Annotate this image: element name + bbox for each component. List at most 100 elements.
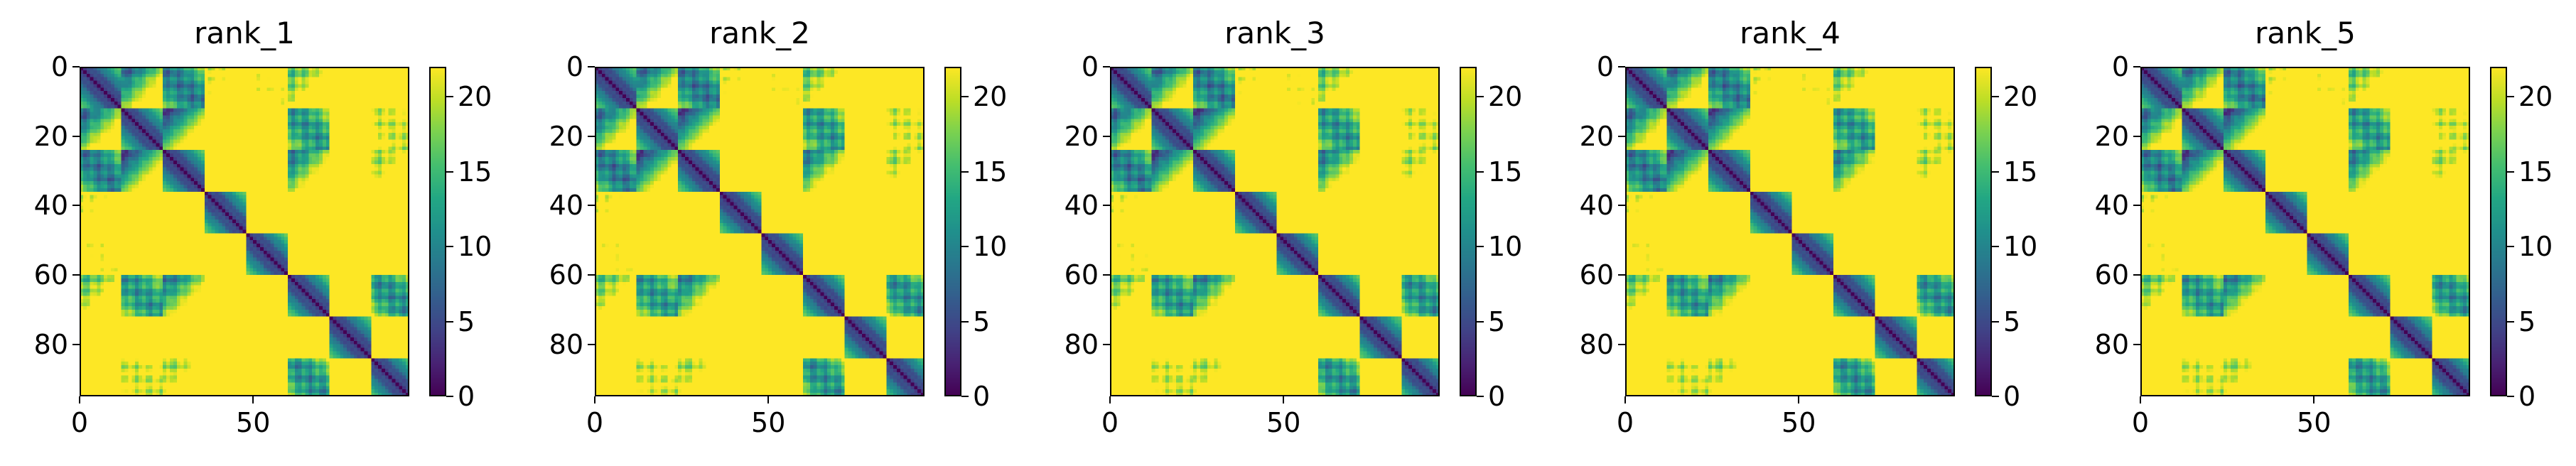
colorbar-frame: [1460, 67, 1477, 396]
heatmap-panel-5: rank_5 0 20 40 60 80 0 50 0 5 10 15 20: [2061, 0, 2576, 466]
colorbar: [429, 67, 446, 396]
y-tick-label: 80: [1064, 328, 1099, 360]
colorbar-tick-label: 20: [458, 81, 492, 113]
y-tick-label: 0: [566, 51, 583, 82]
x-tick-label: 50: [1266, 407, 1301, 438]
panel-title: rank_1: [194, 16, 295, 50]
y-tick: [588, 205, 595, 207]
x-tick: [2140, 396, 2141, 403]
colorbar-tick-label: 5: [973, 305, 991, 337]
x-tick-label: 0: [1101, 407, 1119, 438]
colorbar-tick-label: 0: [973, 381, 991, 412]
y-tick: [72, 135, 80, 137]
y-tick: [1618, 135, 1625, 137]
y-tick: [1103, 343, 1110, 345]
colorbar-tick: [961, 96, 969, 98]
colorbar-tick-label: 10: [1488, 231, 1523, 263]
y-tick: [1103, 274, 1110, 276]
x-tick: [767, 396, 770, 403]
y-tick-label: 0: [50, 51, 68, 82]
colorbar: [2490, 67, 2507, 396]
colorbar-tick: [2507, 396, 2514, 397]
colorbar-tick: [961, 246, 969, 248]
colorbar-tick-label: 15: [458, 156, 492, 188]
heatmap-image: [2140, 67, 2470, 396]
colorbar-tick: [446, 396, 453, 397]
colorbar-tick-label: 5: [1488, 305, 1506, 337]
colorbar-tick: [1477, 170, 1484, 173]
x-tick: [1624, 396, 1626, 403]
axes-frame: [2140, 67, 2470, 396]
y-tick: [1618, 274, 1625, 276]
y-tick-label: 40: [549, 190, 583, 222]
colorbar-tick-label: 5: [2003, 305, 2021, 337]
colorbar-tick: [961, 170, 969, 173]
colorbar-tick: [446, 246, 453, 248]
colorbar-tick: [2507, 320, 2514, 323]
heatmap-image: [1110, 67, 1440, 396]
colorbar-tick: [1992, 170, 1999, 173]
colorbar-tick-label: 5: [2518, 305, 2536, 337]
colorbar-tick-label: 10: [458, 231, 492, 263]
y-tick-label: 0: [1596, 51, 1614, 82]
colorbar-tick-label: 20: [2518, 81, 2553, 113]
x-tick: [2313, 396, 2315, 403]
y-tick-label: 20: [1579, 120, 1614, 152]
colorbar: [1975, 67, 1992, 396]
colorbar-tick: [1992, 396, 1999, 397]
y-tick-label: 80: [33, 328, 68, 360]
x-tick: [252, 396, 254, 403]
y-tick: [2133, 66, 2140, 67]
colorbar-tick-label: 15: [973, 156, 1008, 188]
x-tick-label: 50: [751, 407, 786, 438]
y-tick: [1103, 205, 1110, 207]
y-tick-label: 20: [2094, 120, 2129, 152]
y-tick-label: 60: [1064, 259, 1099, 291]
y-tick: [1618, 205, 1625, 207]
x-tick-label: 50: [1782, 407, 1816, 438]
y-tick-label: 80: [2094, 328, 2129, 360]
colorbar-tick-label: 10: [2518, 231, 2553, 263]
x-tick-label: 0: [586, 407, 604, 438]
colorbar-tick: [1477, 320, 1484, 323]
y-tick: [2133, 274, 2140, 276]
colorbar-tick: [961, 396, 969, 397]
colorbar-tick: [446, 170, 453, 173]
colorbar-tick-label: 0: [2518, 381, 2536, 412]
y-tick: [588, 343, 595, 345]
y-tick: [72, 343, 80, 345]
panel-title: rank_4: [1740, 16, 1841, 50]
y-tick: [1618, 66, 1625, 67]
colorbar-tick-label: 15: [2518, 156, 2553, 188]
colorbar-tick: [1992, 320, 1999, 323]
colorbar-tick: [2507, 170, 2514, 173]
y-tick: [1103, 135, 1110, 137]
colorbar-tick: [2507, 96, 2514, 98]
y-tick-label: 60: [33, 259, 68, 291]
y-tick: [2133, 205, 2140, 207]
x-tick: [79, 396, 80, 403]
axes-frame: [595, 67, 925, 396]
colorbar-tick-label: 10: [973, 231, 1008, 263]
y-tick-label: 20: [33, 120, 68, 152]
heatmap-panel-1: rank_1 0 20 40 60 80 0 50 0 5 10 15 20: [0, 0, 515, 466]
colorbar-tick: [2507, 246, 2514, 248]
y-tick-label: 20: [549, 120, 583, 152]
colorbar-frame: [1975, 67, 1992, 396]
colorbar-tick: [446, 96, 453, 98]
y-tick: [72, 66, 80, 67]
y-tick-label: 20: [1064, 120, 1099, 152]
colorbar-tick: [1992, 96, 1999, 98]
y-tick-label: 60: [1579, 259, 1614, 291]
colorbar-tick-label: 15: [1488, 156, 1523, 188]
colorbar-tick-label: 0: [2003, 381, 2021, 412]
y-tick: [588, 135, 595, 137]
heatmap-image: [595, 67, 925, 396]
colorbar-frame: [944, 67, 961, 396]
colorbar-frame: [2490, 67, 2507, 396]
y-tick: [72, 205, 80, 207]
heatmap-panel-2: rank_2 0 20 40 60 80 0 50 0 5 10 15 20: [515, 0, 1030, 466]
x-tick: [1109, 396, 1111, 403]
panel-title: rank_2: [709, 16, 810, 50]
colorbar-tick-label: 0: [458, 381, 475, 412]
